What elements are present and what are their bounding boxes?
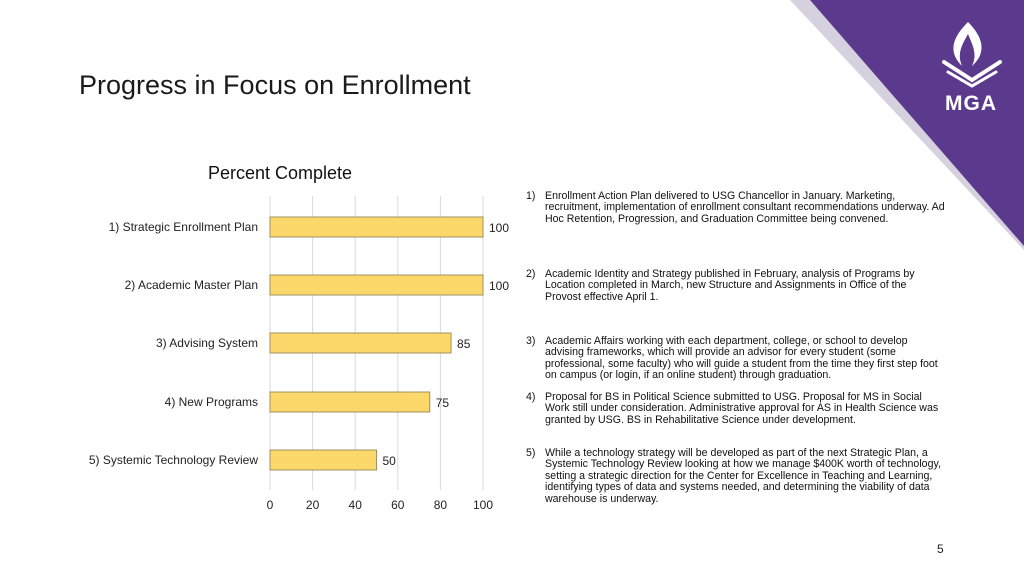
bar bbox=[269, 274, 484, 296]
note-text: Enrollment Action Plan delivered to USG … bbox=[545, 190, 945, 225]
page-number: 5 bbox=[937, 542, 944, 556]
note-text: Proposal for BS in Political Science sub… bbox=[545, 391, 939, 426]
data-label: 100 bbox=[489, 279, 509, 293]
category-label: 2) Academic Master Plan bbox=[125, 278, 258, 292]
category-label: 5) Systemic Technology Review bbox=[89, 453, 259, 467]
bar bbox=[269, 449, 377, 471]
chart-title: Percent Complete bbox=[208, 163, 353, 183]
note-number: 5) bbox=[526, 447, 536, 459]
bar bbox=[269, 216, 484, 238]
note-text: Academic Identity and Strategy published… bbox=[545, 268, 915, 303]
data-label: 100 bbox=[489, 221, 509, 235]
note-number: 4) bbox=[526, 391, 536, 403]
x-tick-label: 0 bbox=[267, 498, 274, 512]
category-label: 1) Strategic Enrollment Plan bbox=[109, 220, 258, 234]
category-label: 4) New Programs bbox=[165, 395, 258, 409]
logo-text: MGA bbox=[945, 92, 997, 115]
note-text: Academic Affairs working with each depar… bbox=[545, 335, 938, 382]
note-number: 2) bbox=[526, 268, 536, 280]
x-tick-label: 40 bbox=[349, 498, 363, 512]
x-tick-label: 20 bbox=[306, 498, 320, 512]
note-text: While a technology strategy will be deve… bbox=[545, 447, 941, 505]
bar bbox=[269, 391, 431, 413]
data-label: 75 bbox=[436, 396, 450, 410]
category-label: 3) Advising System bbox=[156, 336, 258, 350]
flame-logo-icon bbox=[942, 22, 1002, 88]
x-tick-label: 100 bbox=[473, 498, 493, 512]
page-title: Progress in Focus on Enrollment bbox=[79, 70, 471, 100]
data-label: 85 bbox=[457, 337, 471, 351]
bar bbox=[269, 332, 452, 354]
note-number: 3) bbox=[526, 335, 536, 347]
data-label: 50 bbox=[383, 454, 397, 468]
note-number: 1) bbox=[526, 190, 536, 202]
x-tick-label: 80 bbox=[434, 498, 448, 512]
x-tick-label: 60 bbox=[391, 498, 405, 512]
